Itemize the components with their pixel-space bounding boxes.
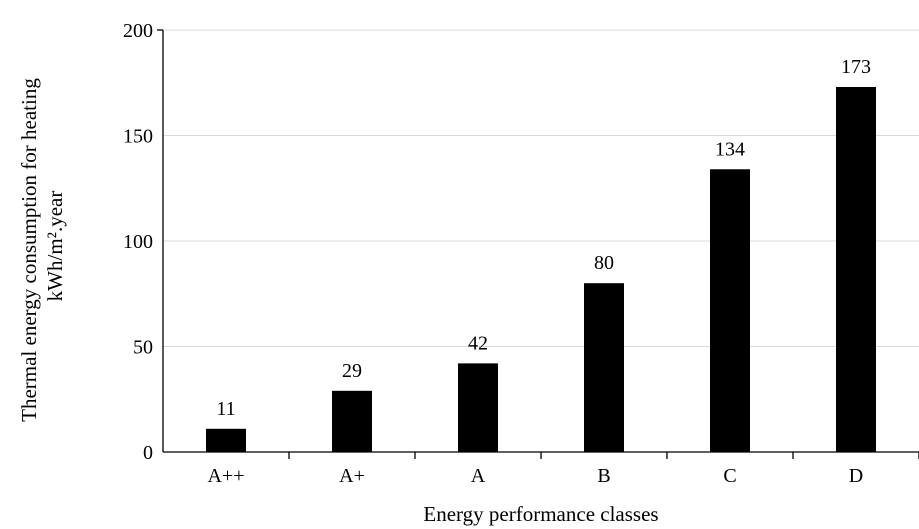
x-tick-label: A++ xyxy=(207,465,244,487)
data-label: 80 xyxy=(594,252,614,274)
bar xyxy=(206,428,246,452)
y-tick-label: 200 xyxy=(123,20,153,42)
data-label: 173 xyxy=(841,56,871,78)
bar xyxy=(458,363,498,452)
gridlines xyxy=(163,29,919,347)
bars xyxy=(206,86,876,452)
data-label: 42 xyxy=(468,332,488,354)
x-axis-title: Energy performance classes xyxy=(423,502,658,526)
x-tick-label: A+ xyxy=(339,465,365,487)
bar xyxy=(584,283,624,452)
y-tick-label: 150 xyxy=(123,126,153,148)
x-tick-label: A xyxy=(471,465,486,487)
bar xyxy=(836,86,876,452)
bar xyxy=(710,169,750,452)
y-tick-labels: 0 50 100 150 200 xyxy=(123,20,153,464)
bar xyxy=(332,390,372,452)
y-tick-label: 100 xyxy=(123,231,153,253)
data-label: 29 xyxy=(342,360,362,382)
data-label: 134 xyxy=(715,138,745,160)
y-tick-label: 0 xyxy=(143,442,153,464)
x-tick-label: C xyxy=(723,465,736,487)
x-tick-label: B xyxy=(597,465,610,487)
y-axis-title: Thermal energy consumption for heating k… xyxy=(17,78,67,422)
x-tick-label: D xyxy=(849,465,863,487)
y-tick-label: 50 xyxy=(133,337,153,359)
data-labels: 11 29 42 80 134 173 xyxy=(216,56,871,420)
y-axis-title-line-2: kWh/m².year xyxy=(43,191,67,302)
data-label: 11 xyxy=(216,398,235,420)
x-tick-labels: A++ A+ A B C D xyxy=(207,452,919,487)
y-axis-title-line-1: Thermal energy consumption for heating xyxy=(17,78,41,422)
